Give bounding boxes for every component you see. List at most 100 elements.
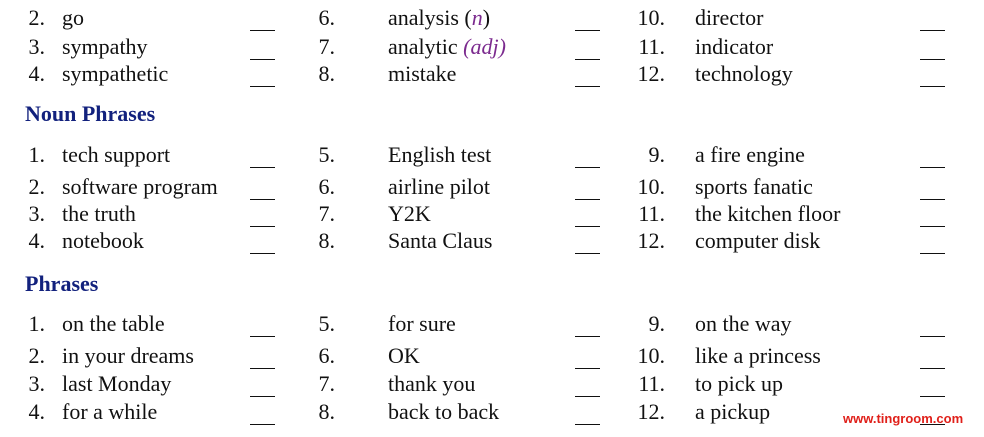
answer-blank xyxy=(250,59,275,60)
answer-blank xyxy=(920,253,945,254)
item-word: on the table xyxy=(62,311,165,336)
item-text: analytic (adj) xyxy=(388,34,506,60)
item-text: director xyxy=(695,5,763,31)
item-word: Y2K xyxy=(388,201,431,226)
item-word: airline pilot xyxy=(388,174,491,199)
item-text: back to back xyxy=(388,399,499,425)
item-text: mistake xyxy=(388,61,456,87)
item-number: 8. xyxy=(318,61,336,86)
item-number: 11. xyxy=(638,34,665,59)
answer-blank xyxy=(920,368,945,369)
item-word: software program xyxy=(62,174,218,199)
item-text: like a princess xyxy=(695,343,821,369)
item-number: 12. xyxy=(637,228,666,253)
item-number: 12. xyxy=(637,399,666,424)
part-of-speech: (adj) xyxy=(463,34,506,59)
item-number: 7. xyxy=(318,34,336,59)
item-number: 3. xyxy=(28,34,46,59)
item-word: sympathy xyxy=(62,34,148,59)
item-text: on the way xyxy=(695,311,792,337)
item-text: OK xyxy=(388,343,420,369)
item-word: sympathetic xyxy=(62,61,169,86)
item-number: 9. xyxy=(648,142,666,167)
item-text: the kitchen floor xyxy=(695,201,840,227)
item-text: technology xyxy=(695,61,793,87)
item-number: 9. xyxy=(648,311,666,336)
answer-blank xyxy=(575,199,600,200)
item-word: technology xyxy=(695,61,793,86)
item-word: for sure xyxy=(388,311,456,336)
answer-blank xyxy=(250,199,275,200)
item-number: 4. xyxy=(28,61,46,86)
item-number: 8. xyxy=(318,399,336,424)
item-word: sports fanatic xyxy=(695,174,813,199)
item-word: Santa Claus xyxy=(388,228,493,253)
item-text: software program xyxy=(62,174,218,200)
item-number: 2. xyxy=(28,174,46,199)
item-word: analytic xyxy=(388,34,464,59)
answer-blank xyxy=(920,336,945,337)
item-number: 4. xyxy=(28,399,46,424)
answer-blank xyxy=(250,424,275,425)
item-word: like a princess xyxy=(695,343,821,368)
item-number: 5. xyxy=(318,142,336,167)
watermark: www.tingroom.com xyxy=(843,411,964,426)
item-word: last Monday xyxy=(62,371,172,396)
item-word: back to back xyxy=(388,399,500,424)
part-of-speech: n xyxy=(471,5,483,30)
item-word: director xyxy=(695,5,764,30)
item-text: tech support xyxy=(62,142,170,168)
item-number: 1. xyxy=(28,311,46,336)
item-number: 2. xyxy=(28,343,46,368)
item-number: 4. xyxy=(28,228,46,253)
item-word: English test xyxy=(388,142,492,167)
item-word: OK xyxy=(388,343,420,368)
item-number: 3. xyxy=(28,371,46,396)
item-word: notebook xyxy=(62,228,144,253)
item-number: 6. xyxy=(318,5,336,30)
item-word: analysis ( xyxy=(388,5,472,30)
item-number: 8. xyxy=(318,228,336,253)
answer-blank xyxy=(575,396,600,397)
item-number: 12. xyxy=(637,61,666,86)
item-number: 7. xyxy=(318,201,336,226)
answer-blank xyxy=(575,424,600,425)
answer-blank xyxy=(250,167,275,168)
answer-blank xyxy=(250,253,275,254)
item-text: go xyxy=(62,5,84,31)
answer-blank xyxy=(920,424,945,425)
item-text: Santa Claus xyxy=(388,228,493,254)
item-text: sympathetic xyxy=(62,61,168,87)
item-number: 11. xyxy=(638,371,665,396)
answer-blank xyxy=(250,30,275,31)
item-text: to pick up xyxy=(695,371,783,397)
item-text: indicator xyxy=(695,34,773,60)
item-word: mistake xyxy=(388,61,457,86)
answer-blank xyxy=(575,86,600,87)
section-heading: Phrases xyxy=(25,271,99,296)
item-number: 5. xyxy=(318,311,336,336)
item-text: airline pilot xyxy=(388,174,490,200)
section-heading: Noun Phrases xyxy=(25,101,156,126)
item-word: the kitchen floor xyxy=(695,201,841,226)
answer-blank xyxy=(920,396,945,397)
item-text: Y2K xyxy=(388,201,431,227)
item-word: a fire engine xyxy=(695,142,805,167)
answer-blank xyxy=(250,86,275,87)
item-word: go xyxy=(62,5,84,30)
item-text: in your dreams xyxy=(62,343,194,369)
answer-blank xyxy=(250,336,275,337)
item-word: thank you xyxy=(388,371,476,396)
item-text: for sure xyxy=(388,311,456,337)
item-text: sports fanatic xyxy=(695,174,813,200)
item-text: English test xyxy=(388,142,491,168)
item-word: in your dreams xyxy=(62,343,194,368)
answer-blank xyxy=(575,59,600,60)
answer-blank xyxy=(920,167,945,168)
item-text: the truth xyxy=(62,201,136,227)
answer-blank xyxy=(920,30,945,31)
item-text: sympathy xyxy=(62,34,148,60)
item-text: notebook xyxy=(62,228,144,254)
item-text: analysis (n) xyxy=(388,5,490,31)
